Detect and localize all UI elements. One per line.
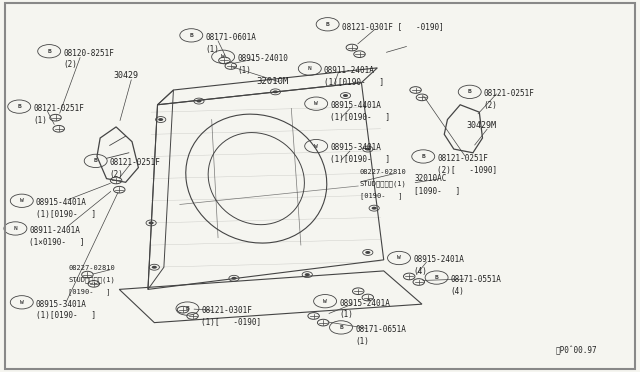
Text: B: B — [186, 306, 189, 311]
Text: B: B — [189, 33, 193, 38]
Text: (1): (1) — [237, 66, 251, 75]
Text: (1)[0190-   ]: (1)[0190- ] — [36, 311, 96, 320]
Circle shape — [372, 207, 377, 210]
Text: N: N — [308, 66, 312, 71]
Text: B: B — [94, 158, 97, 163]
Circle shape — [365, 148, 371, 151]
Text: B: B — [468, 89, 472, 94]
Text: B: B — [339, 325, 343, 330]
Text: 08915-3401A: 08915-3401A — [330, 144, 381, 153]
Text: 08121-0301F [   -0190]: 08121-0301F [ -0190] — [342, 22, 444, 31]
Text: [0190-   ]: [0190- ] — [68, 289, 111, 295]
Text: (1)[0190-   ]: (1)[0190- ] — [36, 210, 96, 219]
Text: 30429: 30429 — [113, 71, 138, 80]
Text: 08915-3401A: 08915-3401A — [36, 300, 86, 309]
Text: 32010AC: 32010AC — [414, 174, 447, 183]
Circle shape — [365, 251, 371, 254]
Text: (4): (4) — [451, 287, 465, 296]
Text: 08227-02810: 08227-02810 — [360, 169, 406, 175]
Text: 08915-2401A: 08915-2401A — [413, 255, 464, 264]
Text: (1): (1) — [205, 45, 219, 54]
Text: STUDスタッド(1): STUDスタッド(1) — [68, 277, 115, 283]
Text: (1): (1) — [355, 337, 369, 346]
Text: W: W — [314, 101, 318, 106]
Text: N: N — [13, 226, 17, 231]
Text: 30429M: 30429M — [467, 121, 497, 129]
Text: 08227-02810: 08227-02810 — [68, 265, 115, 271]
Text: 08121-0251F: 08121-0251F — [484, 89, 534, 98]
Text: 08911-2401A: 08911-2401A — [29, 226, 80, 235]
Text: (2): (2) — [63, 60, 77, 70]
Text: W: W — [221, 54, 225, 59]
Text: (1): (1) — [33, 116, 47, 125]
Text: (1)[0190-   ]: (1)[0190- ] — [330, 155, 390, 164]
Text: (1)[0190-   ]: (1)[0190- ] — [324, 78, 384, 87]
Text: [1090-   ]: [1090- ] — [414, 186, 461, 195]
Text: 08915-2401A: 08915-2401A — [339, 299, 390, 308]
Text: 32010M: 32010M — [256, 77, 289, 86]
Text: W: W — [20, 300, 24, 305]
Text: B: B — [17, 104, 21, 109]
Text: W: W — [20, 198, 24, 203]
Text: W: W — [397, 256, 401, 260]
Circle shape — [158, 118, 163, 121]
Text: B: B — [326, 22, 330, 27]
Text: (4): (4) — [413, 267, 427, 276]
Text: 08915-4401A: 08915-4401A — [36, 198, 86, 207]
Text: STUDスタッド(1): STUDスタッド(1) — [360, 180, 406, 187]
Circle shape — [273, 90, 278, 93]
Circle shape — [343, 94, 348, 97]
Text: (2)[   -1090]: (2)[ -1090] — [437, 166, 497, 174]
Text: (1)[0190-   ]: (1)[0190- ] — [330, 113, 390, 122]
Text: 08121-0301F: 08121-0301F — [202, 306, 252, 315]
Text: ⒣P0ˆ00.97: ⒣P0ˆ00.97 — [556, 347, 597, 356]
Text: (2): (2) — [109, 170, 124, 179]
Text: 08171-0551A: 08171-0551A — [451, 275, 502, 284]
Text: 08915-24010: 08915-24010 — [237, 54, 288, 63]
Text: 08911-2401A: 08911-2401A — [324, 66, 374, 75]
Text: 08121-0251F: 08121-0251F — [109, 158, 161, 167]
Text: 08171-0601A: 08171-0601A — [205, 33, 256, 42]
Text: 08171-0651A: 08171-0651A — [355, 325, 406, 334]
Text: [0190-   ]: [0190- ] — [360, 192, 402, 199]
Text: B: B — [421, 154, 425, 159]
Text: (1)[   -0190]: (1)[ -0190] — [202, 318, 262, 327]
Text: 08120-8251F: 08120-8251F — [63, 49, 114, 58]
Text: W: W — [323, 299, 327, 304]
Text: 08121-0251F: 08121-0251F — [33, 104, 84, 113]
Circle shape — [196, 100, 202, 103]
Text: (2): (2) — [484, 101, 498, 110]
Text: (1): (1) — [339, 310, 353, 319]
Text: B: B — [435, 275, 438, 280]
Text: (1×0190-   ]: (1×0190- ] — [29, 238, 85, 247]
Text: 08121-0251F: 08121-0251F — [437, 154, 488, 163]
Circle shape — [148, 221, 154, 224]
Text: 08915-4401A: 08915-4401A — [330, 101, 381, 110]
Text: W: W — [314, 144, 318, 149]
Circle shape — [152, 266, 157, 269]
Text: B: B — [47, 49, 51, 54]
Circle shape — [305, 273, 310, 276]
Circle shape — [232, 277, 237, 280]
